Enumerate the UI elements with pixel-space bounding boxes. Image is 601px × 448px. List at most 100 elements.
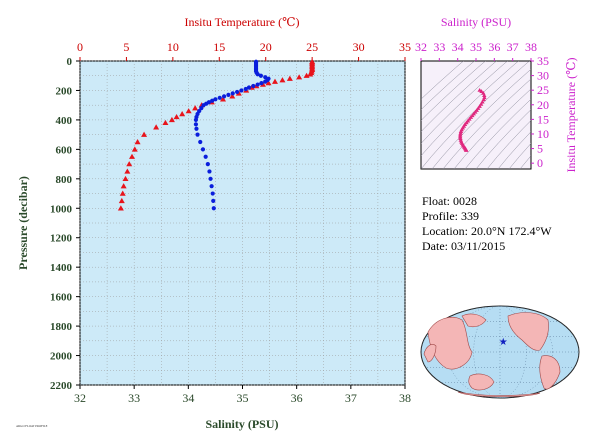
float-label: Float: (422, 194, 451, 208)
temperature-point (286, 75, 293, 81)
isopycnal-line (453, 88, 531, 169)
ts-temperature-tick-label: 20 (537, 98, 549, 112)
temperature-point (179, 111, 186, 117)
ts-right-axis-title: Insitu Temperature (℃) (564, 58, 578, 173)
salinity-point (263, 75, 268, 80)
pressure-tick-label: 1800 (50, 321, 73, 333)
pressure-tick-label: 1200 (50, 233, 73, 245)
ts-temperature-tick-label: 30 (537, 69, 549, 83)
temperature-point (117, 205, 124, 211)
isopycnal-line (421, 61, 530, 169)
isopycnal-line (464, 98, 531, 169)
salinity-point (205, 161, 210, 167)
ts-point (458, 134, 463, 139)
ts-point (458, 136, 463, 140)
ts-point (458, 130, 463, 135)
ts-temperature-tick-label: 0 (537, 156, 543, 170)
ts-salinity-tick-labels: 32 33 34 35 36 37 38 (415, 40, 537, 61)
location-label: Location: (422, 224, 468, 238)
land-africa-edge (423, 344, 437, 363)
temperature-tick-label: 5 (123, 40, 129, 54)
salinity-point (199, 106, 204, 111)
salinity-point (226, 92, 231, 97)
pressure-tick-label: 600 (56, 144, 73, 156)
isopycnal-line (421, 61, 464, 100)
temperature-point (173, 113, 180, 120)
isopycnal-line (475, 109, 531, 169)
land-north-america (507, 312, 549, 351)
pressure-tick-label: 1600 (50, 292, 73, 304)
land-asia (427, 317, 473, 370)
salinity-point (200, 147, 206, 152)
temperature-point (303, 72, 310, 78)
salinity-point (246, 85, 252, 90)
land-south-america (539, 355, 561, 390)
profile-value: 339 (461, 209, 479, 223)
isopycnal-line (497, 131, 531, 169)
isopycnal-line (486, 120, 531, 169)
x-axis-title: Salinity (PSU) (205, 417, 278, 431)
info-profile: Profile: 339 (422, 209, 479, 224)
y-axis-title: Pressure (decibar) (16, 176, 30, 270)
ts-point (482, 93, 487, 98)
temperature-point (185, 108, 192, 114)
date-value: 03/11/2015 (451, 239, 506, 253)
ts-series (458, 87, 487, 152)
temperature-point (153, 124, 160, 130)
ts-top-axis-title: Salinity (PSU) (441, 15, 511, 29)
isopycnal-line (421, 61, 486, 121)
ts-temperature-tick-label: 25 (537, 83, 549, 97)
pressure-tick-label: 200 (56, 85, 73, 97)
salinity-tick-label: 38 (399, 391, 411, 405)
temperature-tick-labels: 0 5 10 15 20 25 30 35 (77, 40, 411, 61)
temperature-point (126, 161, 133, 167)
salinity-tick-label: 35 (237, 391, 249, 405)
isopycnal-line (508, 143, 531, 169)
temperature-point (141, 131, 148, 137)
location-value: 20.0°N 172.4°W (470, 224, 552, 238)
info-float: Float: 0028 (422, 194, 477, 209)
isopycnal-line (519, 155, 531, 169)
temperature-point (124, 168, 131, 174)
temperature-point (229, 93, 236, 99)
isopycnal-line (421, 61, 475, 110)
ts-salinity-tick-label: 38 (525, 40, 537, 54)
salinity-tick-labels: 32 33 34 35 36 37 38 (74, 385, 411, 405)
map-meridian (447, 306, 553, 398)
temperature-point (162, 119, 169, 126)
top-axis-title: Insitu Temperature (℃) (185, 15, 300, 29)
land-siberia (461, 313, 487, 328)
salinity-point (194, 126, 199, 131)
temperature-point (265, 80, 272, 86)
land-australia (468, 373, 495, 391)
pressure-tick-label: 2200 (50, 380, 73, 392)
ts-point (458, 129, 464, 133)
pressure-tick-labels: 0 200 400 600 800 1000 1200 1400 1600 1800 2000 220… (50, 56, 80, 392)
salinity-point (195, 132, 200, 137)
temperature-tick-label: 20 (260, 40, 272, 54)
salinity-point (263, 79, 268, 84)
info-location: Location: 20.0°N 172.4°W (422, 224, 552, 239)
ts-salinity-tick-label: 35 (470, 40, 482, 54)
salinity-point (209, 184, 214, 189)
temperature-point (296, 74, 303, 80)
salinity-series (193, 59, 271, 211)
salinity-point (255, 82, 260, 87)
temperature-tick-label: 10 (167, 40, 179, 54)
ts-salinity-tick-label: 34 (452, 40, 464, 54)
salinity-point (211, 206, 216, 211)
ts-point (479, 89, 484, 93)
pressure-tick-label: 1400 (50, 262, 73, 274)
pressure-tick-label: 800 (56, 174, 73, 186)
salinity-point (193, 122, 199, 127)
profile-label: Profile: (422, 209, 458, 223)
salinity-point (211, 198, 216, 204)
ts-salinity-tick-label: 36 (488, 40, 500, 54)
salinity-point (230, 91, 235, 96)
salinity-point (203, 154, 208, 159)
temperature-point (168, 116, 175, 123)
temperature-tick-label: 35 (399, 40, 411, 54)
ts-temperature-tick-label: 5 (537, 142, 543, 156)
pressure-tick-label: 1000 (50, 203, 73, 215)
salinity-point (259, 80, 264, 86)
